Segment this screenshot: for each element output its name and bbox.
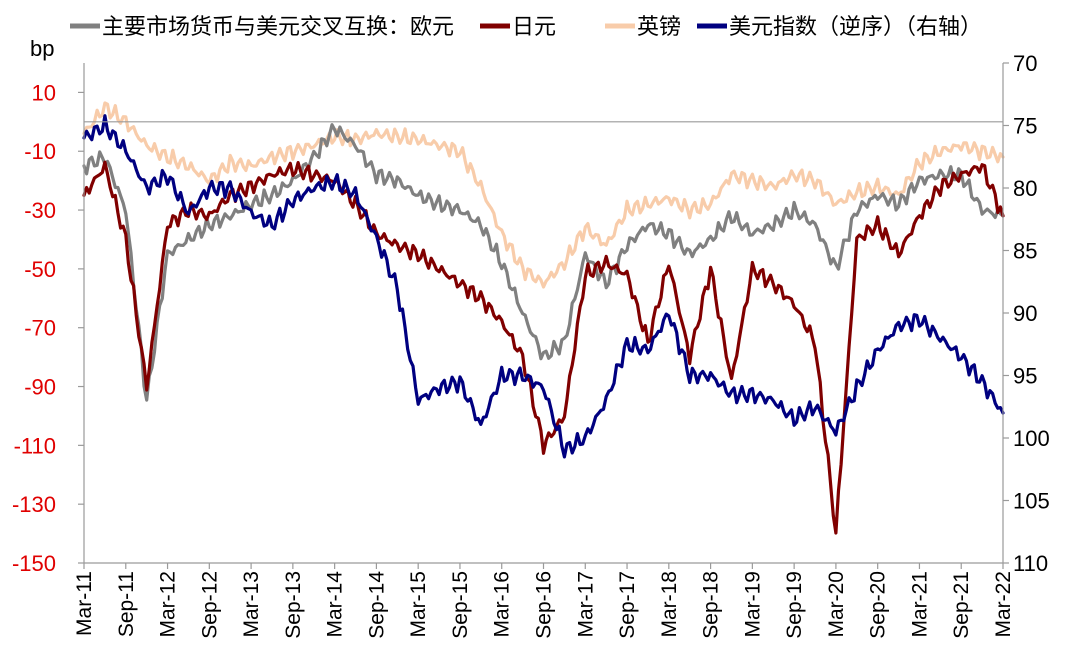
right-tick-label: 95 [1013, 364, 1037, 389]
x-tick-label: Sep-17 [616, 571, 639, 639]
left-tick-label: -30 [24, 198, 56, 223]
right-tick-label: 70 [1013, 51, 1037, 76]
x-tick-label: Mar-17 [574, 571, 597, 638]
legend: 主要市场货币与美元交叉互换：欧元 日元 英镑 美元指数（逆序）（右轴） [70, 15, 982, 40]
legend-label: 主要市场货币与美元交叉互换：欧元 [102, 15, 454, 40]
series-line-1 [82, 123, 1005, 402]
x-tick-label: Sep-12 [198, 571, 221, 639]
x-tick-label: Sep-20 [867, 571, 890, 639]
x-tick-label: Mar-11 [73, 571, 96, 636]
legend-label: 美元指数（逆序）（右轴） [729, 15, 982, 40]
left-tick-label: -10 [24, 139, 56, 164]
x-tick-label: Mar-15 [407, 571, 430, 638]
right-tick-label: 105 [1013, 489, 1050, 514]
x-tick-label: Sep-19 [783, 571, 806, 639]
left-tick-label: -150 [12, 551, 56, 576]
left-axis-unit: bp [30, 36, 54, 61]
left-tick-label: -110 [14, 433, 56, 458]
left-tick-label: -70 [24, 316, 56, 341]
legend-entry-2: 英镑 [605, 15, 681, 40]
legend-label: 英镑 [637, 15, 681, 40]
x-tick-label: Mar-21 [908, 571, 931, 638]
x-tick-label: Sep-18 [700, 571, 723, 639]
left-tick-label: -50 [24, 257, 56, 282]
x-tick-label: Sep-21 [950, 571, 973, 639]
series-line-3 [82, 114, 1005, 459]
x-tick-label: Mar-22 [992, 571, 1015, 638]
legend-entry-1: 日元 [480, 15, 556, 40]
x-tick-label: Mar-14 [324, 571, 347, 638]
x-tick-label: Sep-15 [449, 571, 472, 639]
left-axis-ticks: 10 -10 -30 -50 -70 -90 -110 -130 -150 [12, 80, 84, 576]
x-tick-label: Mar-18 [658, 571, 681, 638]
axes [83, 63, 1004, 564]
x-tick-label: Sep-13 [282, 571, 305, 639]
x-tick-label: Sep-11 [115, 571, 138, 637]
series-layer [82, 101, 1005, 535]
x-tick-label: Sep-16 [533, 571, 556, 639]
x-tick-label: Mar-12 [157, 571, 180, 638]
series-line-0 [82, 101, 1005, 289]
right-tick-label: 80 [1013, 176, 1037, 201]
left-tick-label: -90 [24, 375, 56, 400]
right-tick-label: 85 [1013, 239, 1037, 264]
legend-entry-3: 美元指数（逆序）（右轴） [697, 15, 982, 40]
left-tick-label: -130 [12, 492, 56, 517]
right-tick-label: 110 [1013, 551, 1048, 576]
x-tick-label: Mar-13 [240, 571, 263, 638]
x-tick-label: Mar-19 [741, 571, 764, 638]
right-tick-label: 100 [1013, 426, 1050, 451]
right-tick-label: 75 [1013, 114, 1037, 139]
legend-label: 日元 [512, 15, 556, 40]
x-tick-label: Mar-20 [825, 571, 848, 638]
legend-entry-0: 主要市场货币与美元交叉互换：欧元 [70, 15, 454, 40]
left-tick-label: 10 [32, 80, 56, 105]
x-tick-label: Sep-14 [365, 571, 388, 639]
right-tick-label: 90 [1013, 301, 1037, 326]
x-axis-ticks: Mar-11 Sep-11 Mar-12 Sep-12 Mar-13 Sep-13 Mar-… [73, 563, 1015, 639]
right-axis-ticks: 70 75 80 85 90 95 100 105 110 [1003, 51, 1050, 576]
x-tick-label: Mar-16 [491, 571, 514, 638]
